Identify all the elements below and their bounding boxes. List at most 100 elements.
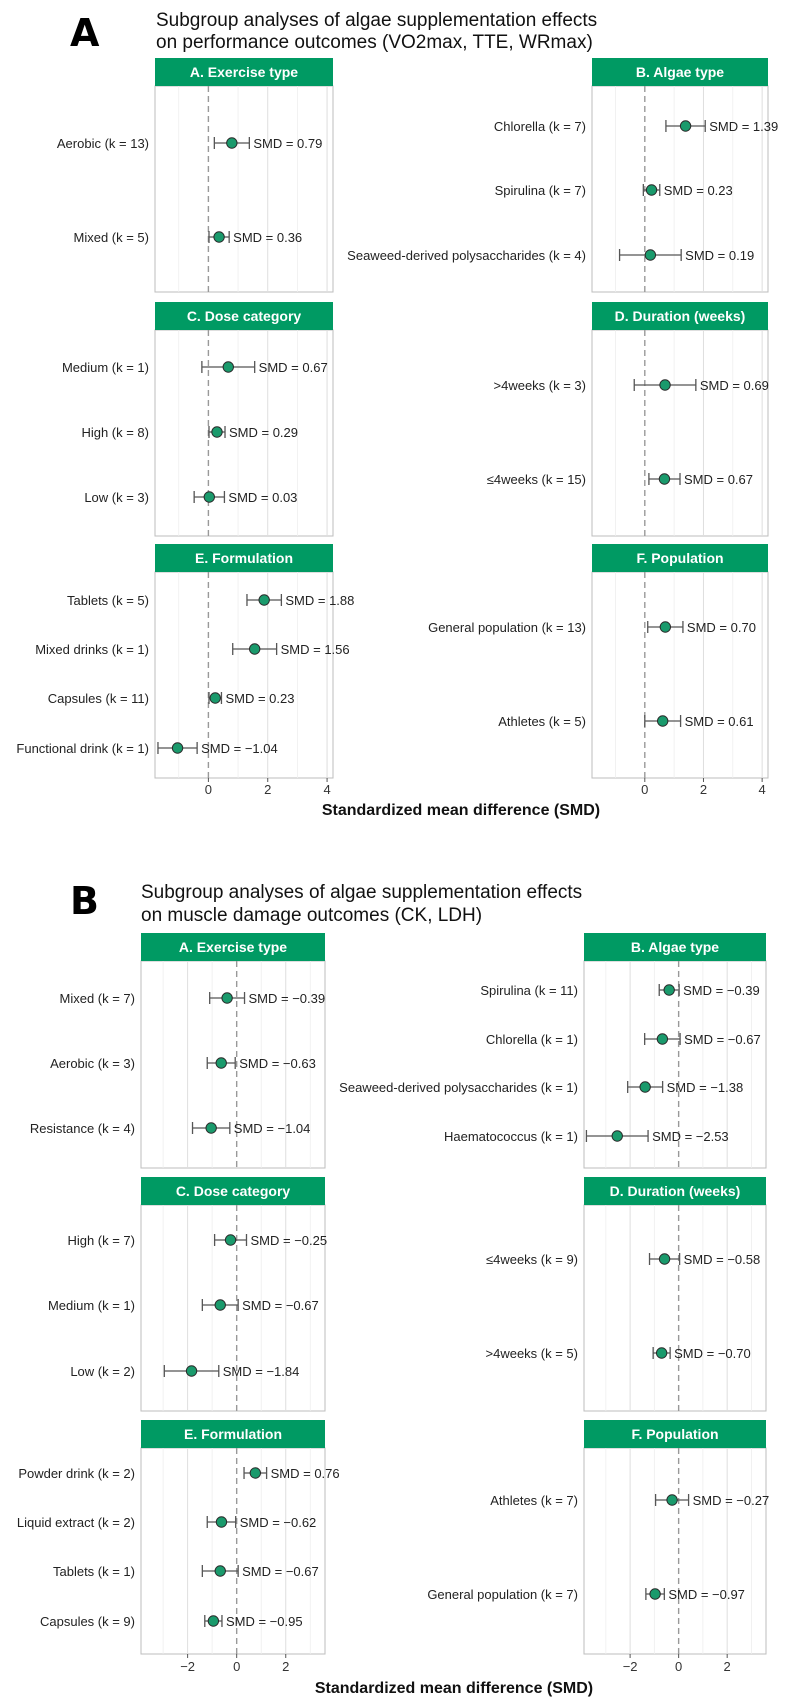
panel-title: C. Dose category	[187, 308, 302, 324]
category-label: Powder drink (k = 2)	[18, 1466, 135, 1481]
smd-point	[658, 473, 671, 485]
x-tick-label: 2	[700, 782, 707, 797]
smd-value-label: SMD = 0.79	[253, 136, 322, 151]
smd-value-label: SMD = −0.97	[668, 1587, 745, 1602]
smd-point	[656, 715, 669, 727]
figure-b: B Subgroup analyses of algae supplementat…	[17, 879, 769, 1697]
smd-point	[611, 1130, 623, 1142]
figure-a: A Subgroup analyses of algae supplementat…	[16, 10, 778, 819]
forest-panel: D. Duration (weeks) >4weeks (k = 3) SMD = …	[487, 302, 769, 537]
category-label: Athletes (k = 7)	[490, 1493, 578, 1508]
category-label: >4weeks (k = 3)	[494, 378, 587, 393]
figure-letter: B	[70, 879, 99, 923]
smd-value-label: SMD = 0.23	[225, 691, 294, 706]
x-tick-label: 0	[205, 782, 212, 797]
category-label: ≤4weeks (k = 15)	[487, 472, 586, 487]
panel-frame	[583, 1447, 767, 1655]
smd-point	[639, 1081, 651, 1093]
panel-title: A. Exercise type	[190, 64, 298, 80]
panel-title: A. Exercise type	[179, 939, 287, 955]
smd-value-label: SMD = 0.67	[259, 360, 328, 375]
smd-value-label: SMD = 0.19	[685, 248, 754, 263]
smd-point	[679, 120, 692, 132]
category-label: Chlorella (k = 1)	[486, 1032, 578, 1047]
category-label: General population (k = 13)	[428, 620, 586, 635]
smd-point	[249, 1467, 262, 1479]
panel-frame	[583, 1204, 767, 1412]
forest-panel: B. Algae type Chlorella (k = 7) SMD = 1.39…	[347, 58, 778, 293]
panel-frame	[140, 960, 326, 1169]
panel-title: E. Formulation	[195, 550, 293, 566]
forest-panel: A. Exercise type Aerobic (k = 13) SMD = 0.…	[57, 58, 334, 293]
panel-strip	[141, 1177, 325, 1205]
smd-value-label: SMD = 0.70	[687, 620, 756, 635]
panel-title: F. Population	[636, 550, 723, 566]
category-label: Capsules (k = 9)	[40, 1614, 135, 1629]
smd-point	[649, 1588, 661, 1600]
smd-point	[222, 361, 234, 373]
smd-value-label: SMD = −0.58	[684, 1252, 761, 1267]
panel-title: D. Duration (weeks)	[615, 308, 746, 324]
smd-point	[258, 594, 270, 606]
smd-point	[214, 1299, 226, 1311]
category-label: Mixed drinks (k = 1)	[35, 642, 149, 657]
smd-point	[214, 1565, 226, 1577]
smd-value-label: SMD = −0.39	[683, 983, 760, 998]
smd-point	[207, 1615, 220, 1627]
smd-point	[656, 1033, 669, 1045]
x-tick-label: 0	[641, 782, 648, 797]
smd-point	[209, 692, 221, 704]
category-label: Athletes (k = 5)	[498, 714, 586, 729]
panel-title: D. Duration (weeks)	[610, 1183, 741, 1199]
smd-point	[659, 621, 672, 633]
smd-value-label: SMD = −0.63	[239, 1056, 316, 1071]
category-label: Aerobic (k = 3)	[50, 1056, 135, 1071]
category-label: General population (k = 7)	[427, 1587, 578, 1602]
forest-panel: B. Algae type Spirulina (k = 11) SMD = −0.…	[339, 933, 767, 1169]
category-label: Resistance (k = 4)	[30, 1121, 135, 1136]
smd-value-label: SMD = −0.39	[249, 991, 326, 1006]
category-label: High (k = 8)	[81, 425, 149, 440]
smd-value-label: SMD = −0.62	[240, 1515, 317, 1530]
panel-title: B. Algae type	[631, 939, 719, 955]
panel-strip	[592, 58, 768, 86]
category-label: Functional drink (k = 1)	[16, 741, 149, 756]
panel-strip	[592, 302, 768, 330]
panel-frame	[154, 85, 334, 293]
forest-panel: A. Exercise type Mixed (k = 7) SMD = −0.39…	[30, 933, 326, 1169]
smd-point	[213, 231, 225, 243]
smd-value-label: SMD = 0.67	[684, 472, 753, 487]
smd-value-label: SMD = −1.04	[234, 1121, 311, 1136]
panel-strip	[584, 933, 766, 961]
panel-title: F. Population	[631, 1426, 718, 1442]
smd-value-label: SMD = 0.36	[233, 230, 302, 245]
smd-value-label: SMD = 0.23	[664, 183, 733, 198]
x-tick-label: 2	[282, 1659, 289, 1674]
smd-point	[659, 379, 671, 391]
smd-value-label: SMD = −1.38	[667, 1080, 744, 1095]
panel-frame	[591, 85, 769, 293]
forest-panel: D. Duration (weeks) ≤4weeks (k = 9) SMD = …	[486, 1177, 767, 1412]
smd-value-label: SMD = −0.67	[242, 1298, 319, 1313]
smd-value-label: SMD = 0.03	[228, 490, 297, 505]
category-label: Medium (k = 1)	[62, 360, 149, 375]
category-label: Tablets (k = 1)	[53, 1564, 135, 1579]
smd-value-label: SMD = 1.39	[709, 119, 778, 134]
category-label: Spirulina (k = 7)	[495, 183, 586, 198]
smd-value-label: SMD = −0.25	[250, 1233, 327, 1248]
category-label: Low (k = 2)	[70, 1364, 135, 1379]
category-label: Medium (k = 1)	[48, 1298, 135, 1313]
x-tick-label: 4	[323, 782, 330, 797]
smd-value-label: SMD = 0.69	[700, 378, 769, 393]
x-tick-label: −2	[623, 1659, 638, 1674]
smd-value-label: SMD = 0.29	[229, 425, 298, 440]
smd-point	[221, 992, 233, 1004]
smd-value-label: SMD = −2.53	[652, 1129, 729, 1144]
panel-frame	[591, 571, 769, 779]
x-axis-label: Standardized mean difference (SMD)	[322, 802, 600, 819]
forest-panel: E. Formulation Powder drink (k = 2) SMD = …	[17, 1420, 340, 1674]
smd-value-label: SMD = −1.84	[223, 1364, 300, 1379]
category-label: Aerobic (k = 13)	[57, 136, 149, 151]
figure-title-line: Subgroup analyses of algae supplementati…	[156, 10, 597, 31]
